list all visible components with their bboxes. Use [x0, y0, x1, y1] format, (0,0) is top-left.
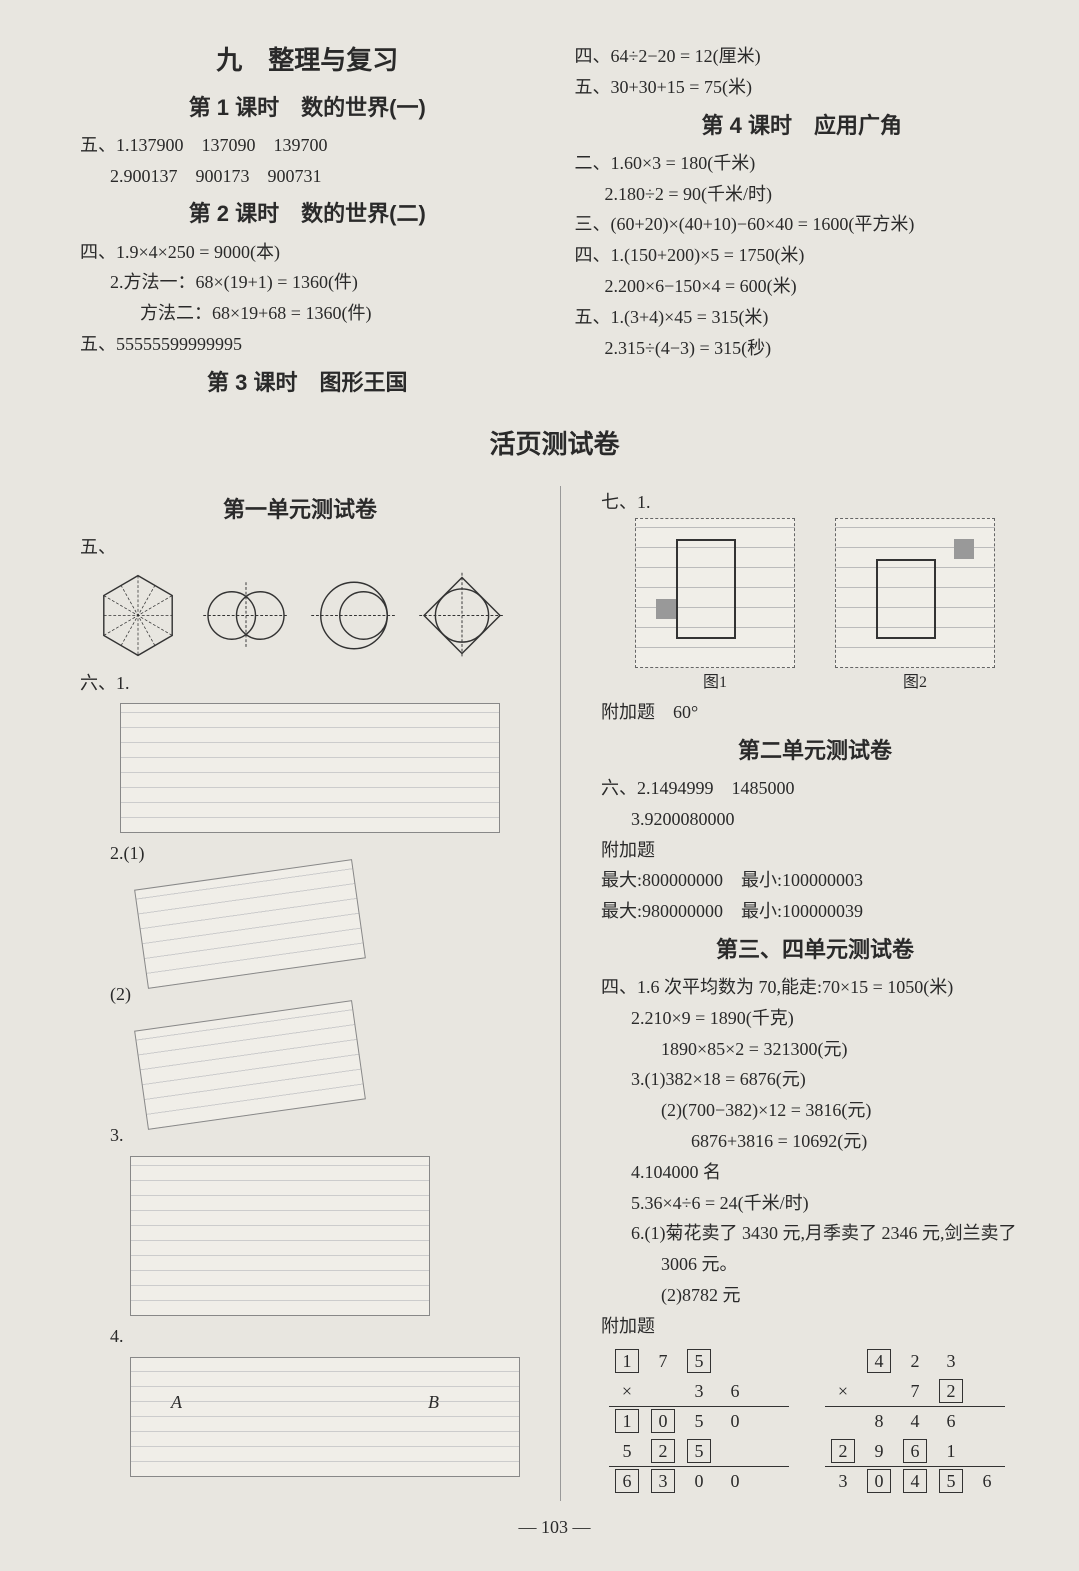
grid-figure-6-2-2 — [134, 1000, 366, 1130]
t34-q4-2b: 1890×85×2 = 321300(元) — [601, 1035, 1029, 1064]
symmetry-shapes-figure — [80, 568, 520, 663]
l1-q5-2: 2.900137 900173 900731 — [80, 162, 535, 191]
t34-q4-2a: 2.210×9 = 1890(千克) — [601, 1004, 1029, 1033]
t34-q4-3c: 6876+3816 = 10692(元) — [601, 1127, 1029, 1156]
grid-figure-6-3 — [130, 1156, 430, 1316]
l4-q3: 三、(60+20)×(40+10)−60×40 = 1600(平方米) — [575, 210, 1030, 239]
t2-b2: 最大:980000000 最小:100000039 — [601, 897, 1029, 926]
t2-q6-2: 六、2.1494999 1485000 — [601, 774, 1029, 803]
t34-q4-3b: (2)(700−382)×12 = 3816(元) — [601, 1096, 1029, 1125]
t1-q6-2-label: 2.(1) — [80, 839, 520, 868]
t1-bonus: 附加题 60° — [601, 698, 1029, 727]
l4-q5-2: 2.315÷(4−3) = 315(秒) — [575, 334, 1030, 363]
l1-q5-1: 五、1.137900 137090 139700 — [80, 131, 535, 160]
l4-q5-1: 五、1.(3+4)×45 = 315(米) — [575, 303, 1030, 332]
test34-title: 第三、四单元测试卷 — [601, 932, 1029, 967]
tu2-figure — [835, 518, 995, 668]
l4-q4-1: 四、1.(150+200)×5 = 1750(米) — [575, 241, 1030, 270]
lesson3-title: 第 3 课时 图形王国 — [80, 365, 535, 400]
t34-q4-1: 四、1.6 次平均数为 70,能走:70×15 = 1050(米) — [601, 973, 1029, 1002]
page-number: — 103 — — [80, 1513, 1029, 1542]
t34-q4-5: 5.36×4÷6 = 24(千米/时) — [601, 1189, 1029, 1218]
multiplication-problems: 175×3610505256300 423×72846296130456 — [601, 1343, 1029, 1501]
t1-q6-label: 六、1. — [80, 669, 520, 698]
t2-bonus-label: 附加题 — [601, 836, 1029, 865]
lesson1-title: 第 1 课时 数的世界(一) — [80, 90, 535, 125]
l2-q4-2b: 方法二：68×19+68 = 1360(件) — [80, 299, 535, 328]
grid-figure-6-1 — [120, 703, 500, 833]
t1-q7-label: 七、1. — [601, 488, 1029, 517]
t34-bonus-label: 附加题 — [601, 1312, 1029, 1341]
lesson4-title: 第 4 课时 应用广角 — [575, 108, 1030, 143]
mult-right: 423×72846296130456 — [825, 1347, 1005, 1497]
lesson2-title: 第 2 课时 数的世界(二) — [80, 196, 535, 231]
t34-q4-3a: 3.(1)382×18 = 6876(元) — [601, 1065, 1029, 1094]
tu1-label: 图1 — [635, 670, 795, 696]
t34-q4-6a2: 3006 元。 — [601, 1250, 1029, 1279]
l2-q5: 五、55555599999995 — [80, 330, 535, 359]
l2-q4-2a: 2.方法一：68×(19+1) = 1360(件) — [80, 268, 535, 297]
t1-q6-3-label: 3. — [80, 1121, 520, 1150]
t1-q5-label: 五、 — [80, 533, 520, 562]
mult-left: 175×3610505256300 — [609, 1347, 789, 1497]
tests-title: 活页测试卷 — [80, 424, 1029, 466]
column-divider — [560, 486, 561, 1501]
l4-q2-2: 2.180÷2 = 90(千米/时) — [575, 180, 1030, 209]
tu1-figure — [635, 518, 795, 668]
t1-q6-2-2-label: (2) — [80, 980, 520, 1009]
t2-b1: 最大:800000000 最小:100000003 — [601, 866, 1029, 895]
l3-q5: 五、30+30+15 = 75(米) — [575, 73, 1030, 102]
tu2-label: 图2 — [835, 670, 995, 696]
l2-q4-1: 四、1.9×4×250 = 9000(本) — [80, 238, 535, 267]
test1-title: 第一单元测试卷 — [80, 492, 520, 527]
chapter-title: 九 整理与复习 — [80, 40, 535, 82]
t34-q4-4: 4.104000 名 — [601, 1158, 1029, 1187]
grid-figure-6-4: A B — [130, 1357, 520, 1477]
l4-q2-1: 二、1.60×3 = 180(千米) — [575, 149, 1030, 178]
t1-q6-4-label: 4. — [80, 1322, 520, 1351]
t34-q4-6a: 6.(1)菊花卖了 3430 元,月季卖了 2346 元,剑兰卖了 — [601, 1219, 1029, 1248]
t2-q6-3: 3.9200080000 — [601, 805, 1029, 834]
l4-q4-2: 2.200×6−150×4 = 600(米) — [575, 272, 1030, 301]
t34-q4-6b: (2)8782 元 — [601, 1281, 1029, 1310]
grid-figure-6-2-1 — [134, 859, 366, 989]
l3-q4: 四、64÷2−20 = 12(厘米) — [575, 42, 1030, 71]
test2-title: 第二单元测试卷 — [601, 733, 1029, 768]
